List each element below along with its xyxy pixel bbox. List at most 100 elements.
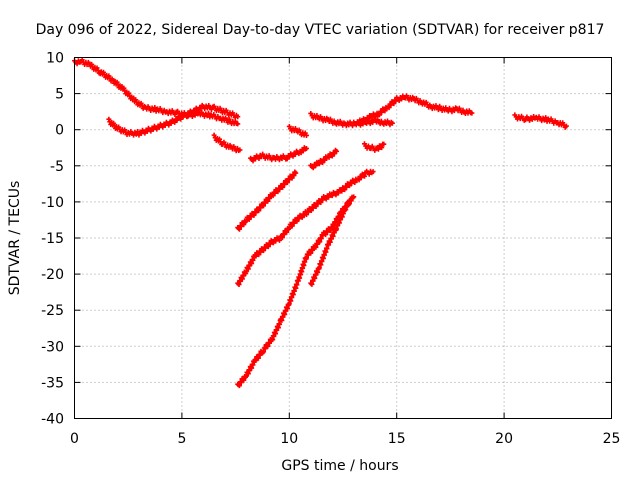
- data-point: [381, 141, 387, 147]
- data-point: [291, 220, 297, 226]
- y-tick-label: -25: [41, 303, 64, 319]
- data-point: [323, 232, 329, 238]
- data-point: [114, 79, 120, 85]
- y-tick-label: -15: [41, 231, 64, 247]
- data-point: [344, 184, 350, 190]
- data-point: [543, 115, 549, 121]
- data-point: [138, 100, 144, 106]
- data-point: [267, 340, 273, 346]
- y-tick-label: 10: [46, 51, 64, 67]
- data-point: [267, 241, 273, 247]
- data-point: [529, 116, 535, 122]
- data-point: [284, 180, 290, 186]
- series-arc-3: [211, 132, 243, 154]
- data-point: [293, 170, 299, 176]
- data-point: [379, 145, 385, 151]
- data-point: [258, 249, 264, 255]
- data-point: [377, 112, 383, 118]
- data-point: [303, 212, 309, 218]
- x-tick-label: 5: [177, 431, 186, 447]
- data-point: [277, 186, 283, 192]
- data-point: [150, 107, 156, 113]
- data-points: [72, 57, 569, 389]
- series-arc-5: [286, 123, 309, 138]
- data-point: [527, 117, 533, 123]
- data-point: [211, 132, 217, 138]
- data-point: [241, 222, 247, 228]
- x-tick-label: 25: [603, 431, 621, 447]
- series-arc-2: [106, 102, 241, 138]
- series-arc-12: [235, 168, 376, 288]
- data-point: [126, 90, 132, 96]
- data-point: [243, 218, 249, 224]
- y-tick-label: 5: [55, 87, 64, 103]
- y-axis-label: SDTVAR / TECUs: [7, 181, 23, 296]
- data-point: [280, 184, 286, 190]
- data-point: [248, 214, 254, 220]
- data-point: [303, 132, 309, 138]
- data-point: [106, 116, 112, 122]
- data-point: [152, 105, 158, 111]
- data-point: [342, 187, 348, 193]
- axis-ticks: 0 5 10 15 20 25 10 5 0 -5 -10 -15 -20 -25 -30 -35 -40: [41, 51, 620, 448]
- data-point: [304, 251, 310, 257]
- data-point: [388, 102, 394, 108]
- data-point: [382, 108, 388, 114]
- data-point: [366, 171, 372, 177]
- data-point: [309, 247, 315, 253]
- data-point: [257, 352, 263, 358]
- data-point: [237, 147, 243, 153]
- data-point: [261, 349, 267, 355]
- data-point: [216, 136, 222, 142]
- data-point: [95, 67, 101, 73]
- data-point: [310, 205, 316, 211]
- data-point: [305, 252, 311, 258]
- x-tick-label: 0: [70, 431, 79, 447]
- data-point: [272, 190, 278, 196]
- data-point: [327, 228, 333, 234]
- data-point: [375, 146, 381, 152]
- data-point: [265, 343, 271, 349]
- y-tick-label: -40: [41, 412, 64, 428]
- data-point: [261, 248, 267, 254]
- data-point: [264, 197, 270, 203]
- data-point: [94, 65, 100, 71]
- data-point: [284, 229, 290, 235]
- data-point: [294, 218, 300, 224]
- series-arc-13: [235, 194, 357, 389]
- data-point: [236, 383, 242, 389]
- data-point: [265, 244, 271, 250]
- data-point: [74, 61, 80, 67]
- y-tick-label: -30: [41, 339, 64, 355]
- data-point: [262, 245, 268, 251]
- data-point: [289, 223, 295, 229]
- data-point: [253, 210, 259, 216]
- data-point: [89, 61, 95, 67]
- data-point: [238, 223, 244, 229]
- data-point: [315, 201, 321, 207]
- data-point: [237, 223, 243, 229]
- data-point: [127, 131, 133, 137]
- data-point: [270, 193, 276, 199]
- data-point: [391, 101, 397, 107]
- y-tick-label: 0: [55, 123, 64, 139]
- series-arc-8: [361, 141, 387, 153]
- data-point: [261, 203, 267, 209]
- data-point: [563, 123, 569, 129]
- data-point: [204, 113, 210, 119]
- data-point: [324, 229, 330, 235]
- data-point: [308, 250, 314, 256]
- data-point: [334, 148, 340, 154]
- data-point: [111, 120, 117, 126]
- series-arc-7: [308, 147, 340, 171]
- series-arc-4: [248, 145, 309, 164]
- data-point: [256, 208, 262, 214]
- data-point: [303, 145, 309, 151]
- data-point: [238, 380, 244, 386]
- data-point: [106, 73, 112, 79]
- data-point: [313, 204, 319, 210]
- data-point: [241, 377, 247, 383]
- data-point: [286, 177, 292, 183]
- data-point: [370, 169, 376, 175]
- data-point: [289, 175, 295, 181]
